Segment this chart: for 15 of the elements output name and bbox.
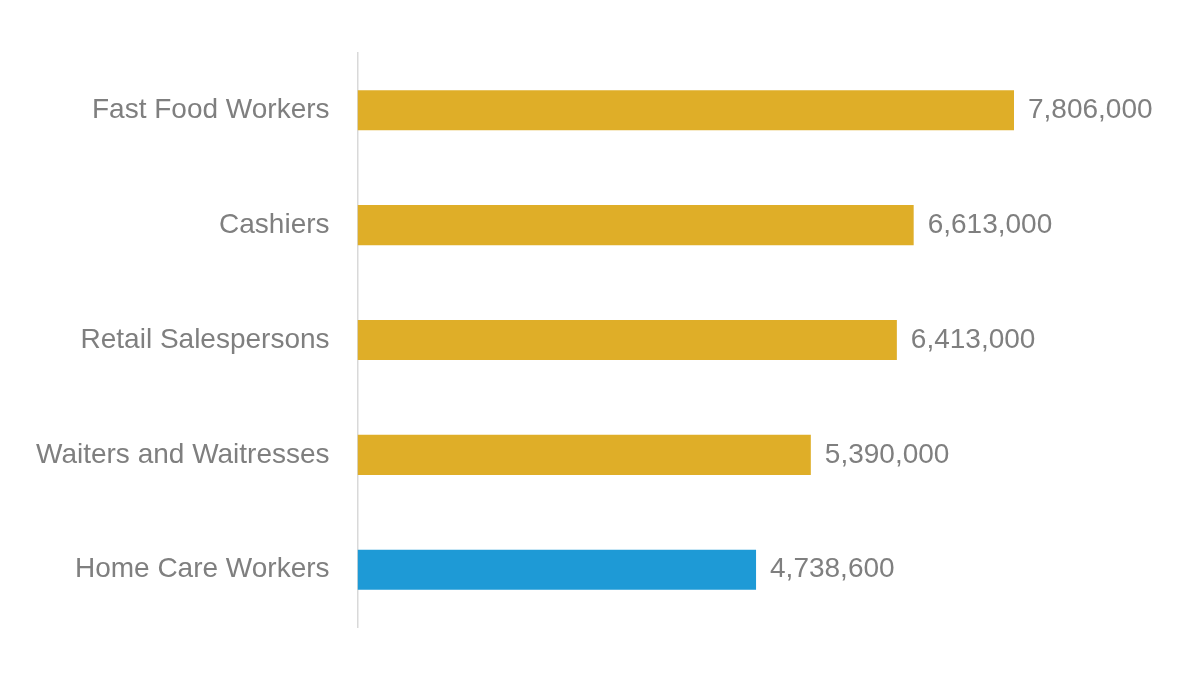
bar — [357, 434, 811, 475]
y-tick-label: Cashiers — [219, 207, 330, 239]
bar — [357, 549, 757, 590]
bar — [357, 90, 1014, 131]
bar — [357, 205, 914, 246]
data-label: 6,413,000 — [910, 322, 1036, 354]
data-label: 6,613,000 — [927, 207, 1053, 239]
data-label: 4,738,600 — [770, 552, 895, 584]
y-tick-label: Waiters and Waitresses — [36, 437, 330, 469]
data-label: 5,390,000 — [824, 437, 950, 469]
y-tick-label: Fast Food Workers — [92, 92, 330, 124]
y-tick-label: Retail Salespersons — [80, 322, 330, 354]
bar — [357, 319, 897, 361]
y-tick-label: Home Care Workers — [74, 552, 330, 584]
data-label: 7,806,000 — [1028, 92, 1153, 124]
